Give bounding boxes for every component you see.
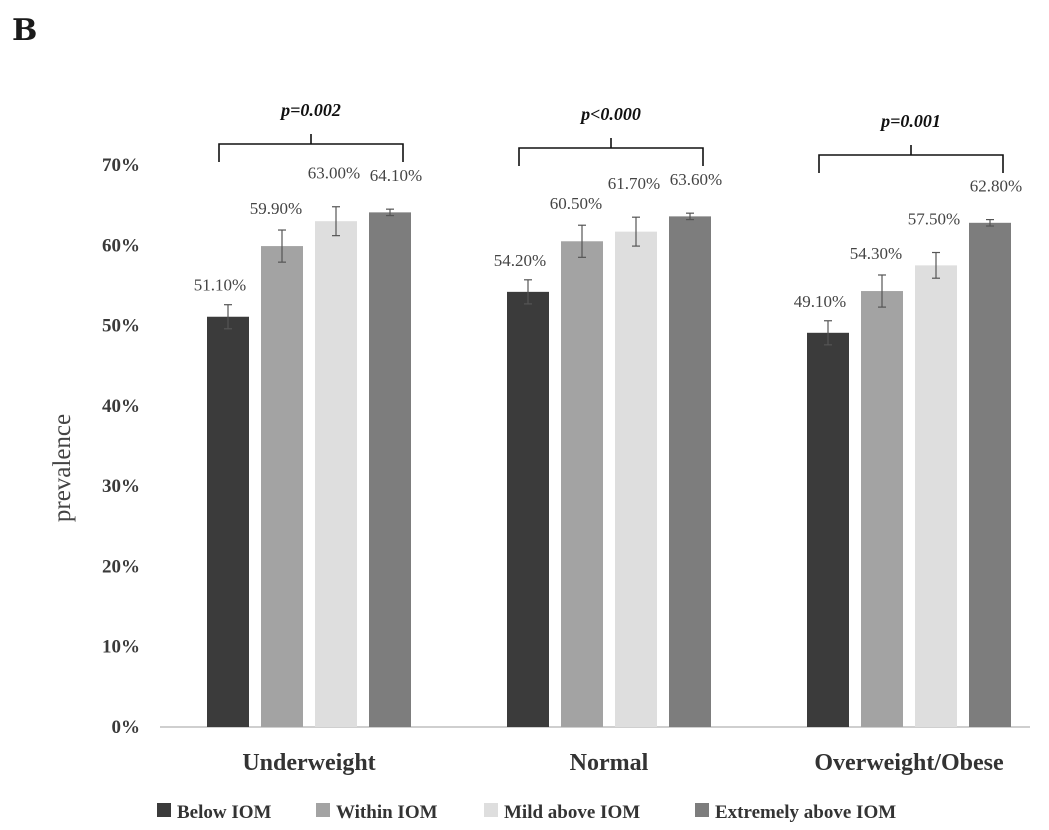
y-axis-label: prevalence (49, 414, 76, 522)
data-label-underweight-mild-above-iom: 63.00% (308, 164, 360, 183)
panel-label: B (12, 13, 37, 48)
legend-swatch-extremely-above-iom (695, 803, 709, 817)
bar-underweight-extremely-above-iom (369, 212, 411, 727)
x-tick-label-underweight: Underweight (242, 750, 375, 776)
legend-label-within-iom: Within IOM (336, 802, 438, 823)
bracket-underweight (219, 134, 403, 162)
data-label-overweight-obese-below-iom: 49.10% (794, 292, 846, 311)
legend-swatch-below-iom (157, 803, 171, 817)
legend-swatch-within-iom (316, 803, 330, 817)
p-value-overweight-obese: p=0.001 (879, 111, 941, 131)
legend-label-extremely-above-iom: Extremely above IOM (715, 802, 896, 823)
data-label-overweight-obese-mild-above-iom: 57.50% (908, 210, 960, 229)
bar-overweight-obese-extremely-above-iom (969, 223, 1011, 727)
y-tick-label-20: 20% (102, 556, 140, 577)
bar-overweight-obese-below-iom (807, 333, 849, 727)
data-label-normal-extremely-above-iom: 63.60% (670, 170, 722, 189)
bars (207, 212, 1011, 727)
y-tick-label-10: 10% (102, 637, 140, 658)
data-label-overweight-obese-within-iom: 54.30% (850, 244, 902, 263)
y-tick-label-70: 70% (102, 155, 140, 176)
data-label-normal-below-iom: 54.20% (494, 251, 546, 270)
data-label-underweight-extremely-above-iom: 64.10% (370, 166, 422, 185)
x-tick-label-normal: Normal (570, 750, 649, 776)
y-axis-ticks: 0% 10% 20% 30% 40% 50% 60% 70% (102, 155, 140, 738)
data-label-overweight-obese-extremely-above-iom: 62.80% (970, 177, 1022, 196)
p-value-underweight: p=0.002 (279, 100, 341, 120)
y-tick-label-0: 0% (112, 717, 141, 738)
significance-brackets: p=0.002 p<0.000 p=0.001 (219, 100, 1003, 173)
data-label-underweight-within-iom: 59.90% (250, 199, 302, 218)
bar-underweight-within-iom (261, 246, 303, 727)
bar-normal-mild-above-iom (615, 232, 657, 727)
y-tick-label-40: 40% (102, 396, 140, 417)
bar-normal-below-iom (507, 292, 549, 727)
data-label-underweight-below-iom: 51.10% (194, 276, 246, 295)
data-label-normal-within-iom: 60.50% (550, 194, 602, 213)
bar-overweight-obese-mild-above-iom (915, 265, 957, 727)
p-value-normal: p<0.000 (579, 104, 641, 124)
bar-normal-within-iom (561, 241, 603, 727)
x-axis-ticks: Underweight Normal Overweight/Obese (242, 750, 1004, 776)
legend-swatch-mild-above-iom (484, 803, 498, 817)
legend: Below IOM Within IOM Mild above IOM Extreme… (157, 802, 896, 823)
data-label-normal-mild-above-iom: 61.70% (608, 174, 660, 193)
legend-label-below-iom: Below IOM (177, 802, 272, 823)
legend-label-mild-above-iom: Mild above IOM (504, 802, 640, 823)
y-tick-label-60: 60% (102, 235, 140, 256)
bar-underweight-mild-above-iom (315, 221, 357, 727)
y-tick-label-50: 50% (102, 316, 140, 337)
bracket-overweight-obese (819, 145, 1003, 173)
bar-underweight-below-iom (207, 317, 249, 727)
bar-normal-extremely-above-iom (669, 216, 711, 727)
bar-overweight-obese-within-iom (861, 291, 903, 727)
y-tick-label-30: 30% (102, 476, 140, 497)
bracket-normal (519, 138, 703, 166)
x-tick-label-overweight-obese: Overweight/Obese (814, 750, 1004, 776)
